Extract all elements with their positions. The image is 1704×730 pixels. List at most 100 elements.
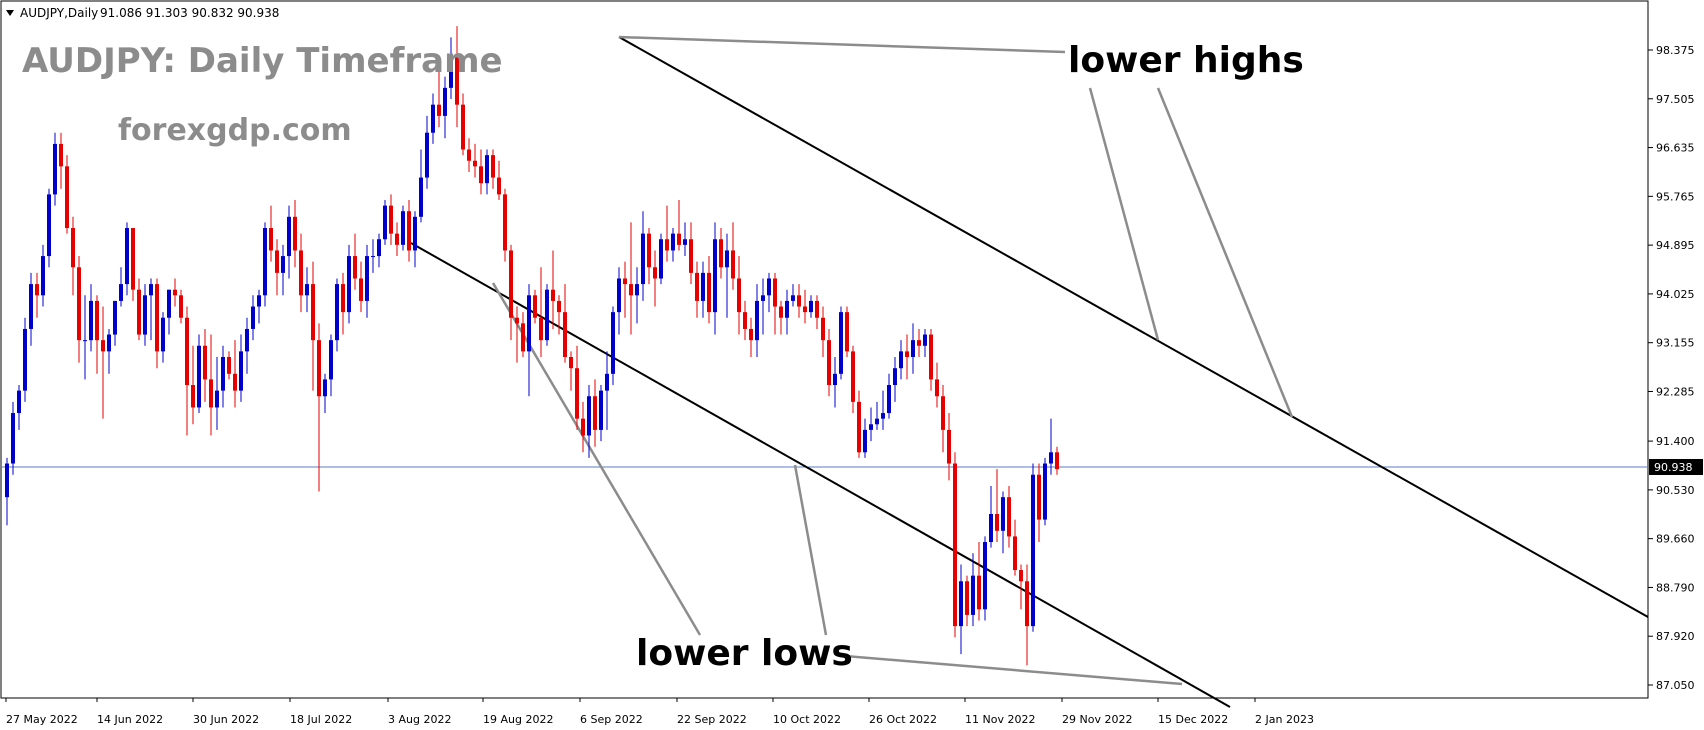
y-tick-label: 95.765 [1656,190,1695,203]
candle-body [989,513,993,543]
candle-body [737,278,741,313]
candle-body [773,278,777,307]
candle-body [653,267,657,279]
candle-body [575,368,579,419]
y-tick-label: 93.155 [1656,337,1695,350]
candle-body [557,300,561,313]
candle-body [191,385,195,408]
candle-body [851,351,855,402]
candle-body [455,54,459,105]
candle-body [821,317,825,341]
candle-body [1037,474,1041,520]
candle-body [797,295,801,307]
candle-body [11,413,15,464]
candle-body [527,295,531,352]
candle-body [47,194,51,257]
candle-body [425,132,429,178]
candle-body [275,250,279,273]
candle-body [551,289,555,301]
candle-body [233,373,237,391]
candle-body [23,328,27,391]
candle-body [227,356,231,374]
candle-body [347,256,351,313]
y-tick-label: 88.790 [1656,581,1695,594]
chevron-down-icon[interactable] [6,10,14,16]
x-tick-label: 18 Jul 2022 [290,713,352,726]
time-axis: 27 May 2022 14 Jun 2022 30 Jun 2022 18 Jul … [5,698,1314,726]
candle-body [119,284,123,301]
candle-body [959,581,963,627]
candle-body [719,239,723,268]
candle-body [995,513,999,531]
candle-body [539,317,543,341]
candle-body [791,295,795,301]
candle-body [197,345,201,408]
candle-body [203,345,207,380]
candle-body [767,278,771,296]
candle-body [497,177,501,195]
candle-body [905,351,909,357]
candle-body [545,289,549,341]
candle-body [341,284,345,313]
y-tick-label: 89.660 [1656,533,1695,546]
current-price-line: 90.938 [1,458,1703,475]
chart-title: AUDJPY: Daily Timeframe [22,41,503,81]
candle-body [683,239,687,245]
candle-body [623,278,627,285]
candle-body [659,239,663,279]
candle-body [245,328,249,352]
candle-body [1043,463,1047,520]
candle-body [137,289,141,335]
candle-body [635,284,639,296]
candle-body [803,306,807,313]
candle-body [449,54,453,88]
candle-body [1055,452,1059,470]
candle-body [383,205,387,240]
price-axis: 98.375 97.505 96.635 95.765 94.895 94.025 93.1… [1648,44,1695,692]
y-tick-label: 87.920 [1656,630,1695,643]
candle-body [479,166,483,184]
candle-body [899,351,903,369]
candle-body [287,216,291,257]
candle-body [587,396,591,436]
candle-body [77,267,81,341]
y-tick-label: 94.895 [1656,239,1695,252]
candle-body [71,228,75,268]
candle-body [611,312,615,374]
x-tick-label: 27 May 2022 [6,713,78,726]
candle-body [893,368,897,386]
candle-body [5,463,9,498]
candle-body [743,312,747,329]
candle-body [413,216,417,251]
candle-body [863,429,867,453]
candle-body [845,312,849,352]
candle-body [815,300,819,318]
candle-body [149,284,153,296]
candle-body [917,340,921,346]
candle-body [929,334,933,380]
candle-body [257,295,261,307]
candle-body [329,340,333,380]
annotation-lower-highs: lower highs [1068,40,1304,81]
x-tick-label: 6 Sep 2022 [580,713,643,726]
candle-body [293,216,297,251]
candle-body [41,256,45,296]
y-tick-label: 98.375 [1656,44,1695,57]
candle-body [263,228,267,296]
candle-body [965,581,969,615]
candle-body [353,256,357,279]
candle-body [59,143,63,167]
candle-body [461,104,465,150]
candle-body [761,295,765,301]
candle-body [701,272,705,301]
candle-body [755,300,759,341]
candle-body [971,575,975,615]
x-tick-label: 2 Jan 2023 [1255,713,1314,726]
candle-body [1019,570,1023,582]
candle-body [677,233,681,245]
candle-body [887,385,891,414]
candle-body [641,233,645,285]
candle-body [503,194,507,251]
pointer-high-3 [1156,87,1294,418]
candle-body [779,306,783,318]
